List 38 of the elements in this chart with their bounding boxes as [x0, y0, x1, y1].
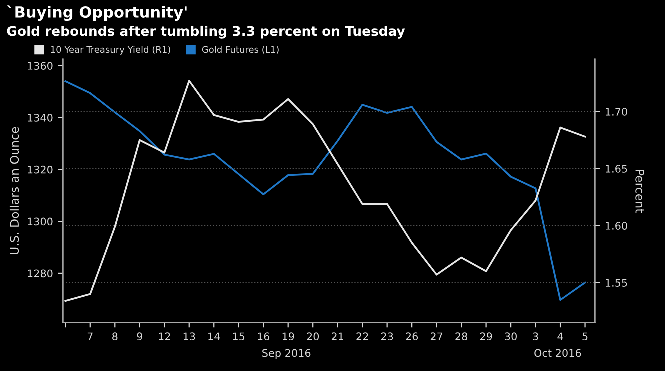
- x-tick-label: 3: [533, 332, 538, 341]
- y-axis-title: U.S. Dollars an Ounce: [10, 127, 20, 254]
- y-tick-label: 1280: [28, 270, 53, 278]
- y2-tick-label: 1.70: [606, 108, 628, 116]
- chart-title: `Buying Opportunity': [7, 6, 187, 22]
- y-tick-label: 1300: [28, 218, 53, 226]
- x-tick-label: 13: [184, 332, 196, 341]
- x-tick-label: 27: [430, 332, 443, 340]
- x-tick-label: 23: [381, 332, 394, 341]
- text: Sep 2016: [262, 349, 311, 360]
- x-tick-label: 20: [307, 332, 320, 341]
- x-tick-label: 9: [137, 332, 142, 341]
- y2-axis-title: Percent: [636, 170, 644, 213]
- x-tick-label: 5: [582, 332, 588, 341]
- y2-tick-label: 1.65: [606, 165, 628, 173]
- x-tick-label: 19: [282, 332, 294, 341]
- text: Oct 2016: [534, 349, 582, 358]
- legend-label: 10 Year Treasury Yield (R1): [51, 46, 170, 55]
- y-tick-label: 1360: [28, 62, 53, 70]
- y-tick-label: 1320: [28, 166, 53, 174]
- x-tick-label: 7: [88, 332, 93, 340]
- x-tick-label: 30: [505, 332, 517, 341]
- y2-tick-label: 1.55: [606, 279, 628, 287]
- legend-label: Gold Futures (L1): [202, 46, 279, 54]
- x-tick-label: 8: [112, 332, 118, 341]
- x-tick-label: 15: [233, 332, 245, 341]
- x-tick-label: 29: [480, 332, 492, 341]
- x-tick-label: 21: [332, 332, 344, 340]
- x-tick-label: 12: [159, 332, 170, 340]
- y-tick-label: 1340: [28, 114, 53, 122]
- y2-tick-label: 1.60: [606, 222, 628, 230]
- x-tick-label: 4: [558, 332, 564, 340]
- x-tick-label: 26: [406, 332, 418, 341]
- x-tick-label: 16: [258, 332, 270, 341]
- x-tick-label: 22: [356, 332, 368, 340]
- chart-subtitle: Gold rebounds after tumbling 3.3 percent on Tuesday: [7, 26, 406, 39]
- x-tick-label: 28: [456, 332, 468, 341]
- x-tick-label: 14: [208, 332, 220, 340]
